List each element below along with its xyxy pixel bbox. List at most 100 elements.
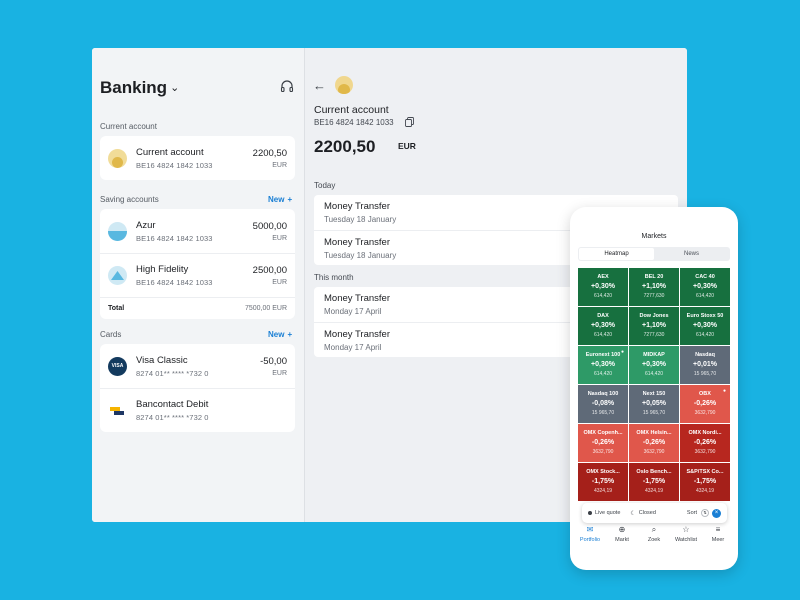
market-name: MIDKAP xyxy=(643,352,665,358)
market-name: S&P/TSX Co... xyxy=(686,469,724,475)
transaction-row[interactable]: Money Transfer Monday 17 April xyxy=(314,322,678,357)
tab-news[interactable]: News xyxy=(683,251,699,257)
market-tile[interactable]: OBX -0,26% 3632,790 ● xyxy=(680,385,730,423)
tab-markt[interactable]: ⊕ Markt xyxy=(607,525,637,555)
visa-logo-icon: VISA xyxy=(108,356,127,376)
market-tile[interactable]: BEL 20 +1,10% 7277,630 xyxy=(629,268,679,306)
wave-icon xyxy=(108,221,127,241)
detail-currency: EUR xyxy=(398,141,416,151)
account-row-current[interactable]: Current account BE16 4824 1842 1033 2200… xyxy=(100,136,295,180)
account-amount: 2500,00 xyxy=(252,265,287,276)
tab-zoek[interactable]: ⌕ Zoek xyxy=(639,525,669,555)
moon-icon: ☾ xyxy=(630,510,636,517)
bottom-tab-bar: ✉ Portfolio ⊕ Markt ⌕ Zoek ☆ Watchlist ≡ Meer xyxy=(570,525,738,555)
live-quote-label: Live quote xyxy=(595,510,621,516)
market-value: 3632,790 xyxy=(643,449,665,455)
market-tile[interactable]: Nasdaq 100 -0,08% 15 965,70 xyxy=(578,385,628,423)
market-tile[interactable]: DAX +0,30% 614,420 xyxy=(578,307,628,345)
close-icon[interactable]: × xyxy=(712,508,721,518)
market-name: Euronext 100 xyxy=(585,352,621,358)
heatmap-grid: AEX +0,30% 614,420 BEL 20 +1,10% 7277,630 CAC … xyxy=(578,268,730,501)
briefcase-icon: ✉ xyxy=(586,525,594,534)
headset-icon[interactable] xyxy=(280,80,294,94)
market-value: 614,420 xyxy=(593,371,613,377)
card-name: Visa Classic xyxy=(136,354,188,366)
transaction-title: Money Transfer xyxy=(324,329,390,340)
market-name: Dow Jones xyxy=(639,313,669,319)
tab-label: Watchlist xyxy=(674,537,698,543)
market-value: 15 965,70 xyxy=(642,410,666,416)
market-tile[interactable]: OMX Copenh... -0,26% 3632,790 xyxy=(578,424,628,462)
market-tile[interactable]: Nasdaq +0,01% 15 965,70 xyxy=(680,346,730,384)
saving-accounts-card: Azur BE16 4824 1842 1033 5000,00 EUR Hig… xyxy=(100,209,295,319)
back-arrow-icon[interactable]: ← xyxy=(313,78,326,93)
plus-icon: + xyxy=(287,330,293,339)
market-tile[interactable]: OMX Helsin... -0,26% 3632,790 xyxy=(629,424,679,462)
market-value: 3632,790 xyxy=(694,410,716,416)
tab-heatmap[interactable]: Heatmap xyxy=(579,248,654,260)
market-value: 4324,19 xyxy=(593,488,613,494)
market-change: -0,26% xyxy=(642,439,666,446)
savings-total-row: Total 7500,00 EUR xyxy=(100,297,295,319)
cards-section-label: Cards xyxy=(100,330,122,339)
market-tile[interactable]: Euronext 100 +0,30% 614,420 ● xyxy=(578,346,628,384)
account-iban: BE16 4824 1842 1033 xyxy=(136,233,213,243)
market-change: +0,30% xyxy=(693,322,717,329)
app-header[interactable]: Banking ⌄ xyxy=(100,76,300,100)
markets-segment-control: Heatmap News xyxy=(578,247,730,261)
market-value: 4324,19 xyxy=(695,488,715,494)
market-change: +0,30% xyxy=(591,361,615,368)
tab-portfolio[interactable]: ✉ Portfolio xyxy=(575,525,605,555)
market-tile[interactable]: Dow Jones +1,10% 7277,630 xyxy=(629,307,679,345)
market-tile[interactable]: CAC 40 +0,30% 614,420 xyxy=(680,268,730,306)
tab-meer[interactable]: ≡ Meer xyxy=(703,525,733,555)
detail-balance: 2200,50 xyxy=(314,137,376,156)
market-change: -0,08% xyxy=(591,400,615,407)
transaction-row[interactable]: Money Transfer Tuesday 18 January xyxy=(314,195,678,230)
chevron-down-icon[interactable]: ⌄ xyxy=(170,81,180,94)
market-change: -0,26% xyxy=(693,400,717,407)
card-row-bancontact[interactable]: Bancontact Debit 8274 01** **** *732 0 xyxy=(100,388,295,432)
account-name: Azur xyxy=(136,219,156,231)
market-change: +0,05% xyxy=(642,400,666,407)
quote-legend-bar: Live quote ☾ Closed Sort ⇅ × xyxy=(582,503,727,523)
card-currency: EUR xyxy=(272,369,287,377)
transaction-title: Money Transfer xyxy=(324,293,390,304)
copy-icon[interactable] xyxy=(405,117,414,127)
market-tile[interactable]: AEX +0,30% 614,420 xyxy=(578,268,628,306)
card-row-visa[interactable]: VISA Visa Classic 8274 01** **** *732 0 … xyxy=(100,344,295,388)
card-amount: -50,00 xyxy=(260,355,287,367)
market-value: 3632,790 xyxy=(592,449,614,455)
sun-icon xyxy=(108,148,127,168)
market-tile[interactable]: MIDKAP +0,30% 614,420 xyxy=(629,346,679,384)
market-change: +0,30% xyxy=(642,361,666,368)
tab-watchlist[interactable]: ☆ Watchlist xyxy=(671,525,701,555)
market-tile[interactable]: S&P/TSX Co... -1,75% 4324,19 xyxy=(680,463,730,501)
market-tile[interactable]: OMX Nordi... -0,26% 3632,790 xyxy=(680,424,730,462)
indicator-dot-icon: ● xyxy=(620,349,624,355)
market-tile[interactable]: Oslo Bench... -1,75% 4324,19 xyxy=(629,463,679,501)
transaction-title: Money Transfer xyxy=(324,237,390,248)
card-number: 8274 01** **** *732 0 xyxy=(136,368,209,378)
new-card-button[interactable]: New + xyxy=(268,330,292,339)
market-name: OMX Helsin... xyxy=(636,430,672,436)
market-tile[interactable]: Euro Stoxx 50 +0,30% 614,420 xyxy=(680,307,730,345)
transaction-date: Tuesday 18 January xyxy=(324,251,397,260)
account-row-azur[interactable]: Azur BE16 4824 1842 1033 5000,00 EUR xyxy=(100,209,295,253)
new-saving-account-button[interactable]: New + xyxy=(268,195,292,204)
card-name: Bancontact Debit xyxy=(136,399,209,410)
app-title: Banking xyxy=(100,78,168,97)
transaction-row[interactable]: Money Transfer Monday 17 April xyxy=(314,287,678,322)
market-change: +0,30% xyxy=(693,283,717,290)
total-value: 7500,00 EUR xyxy=(244,305,287,312)
transaction-row[interactable]: Money Transfer Tuesday 18 January xyxy=(314,230,678,265)
sort-order-icon[interactable]: ⇅ xyxy=(701,509,709,517)
sort-label[interactable]: Sort xyxy=(686,510,697,516)
accounts-sidebar: Banking ⌄ Current account Current accoun… xyxy=(92,48,305,522)
new-label: New xyxy=(268,330,285,339)
account-row-high-fidelity[interactable]: High Fidelity BE16 4824 1842 1033 2500,0… xyxy=(100,253,295,297)
market-value: 4324,19 xyxy=(644,488,664,494)
mountain-icon xyxy=(108,266,127,285)
market-tile[interactable]: OMX Stock... -1,75% 4324,19 xyxy=(578,463,628,501)
market-tile[interactable]: Next 150 +0,05% 15 965,70 xyxy=(629,385,679,423)
